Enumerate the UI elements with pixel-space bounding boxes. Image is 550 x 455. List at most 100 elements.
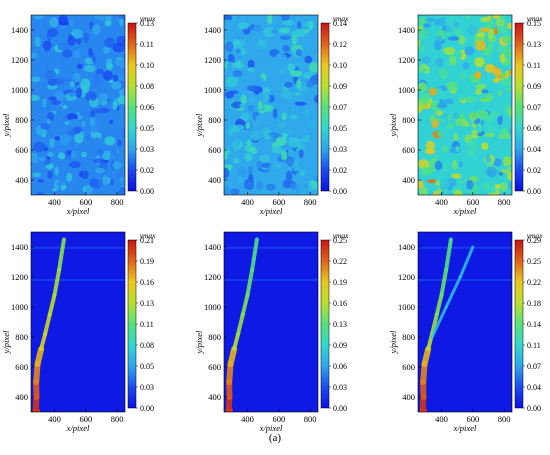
figure-caption: (a) (268, 432, 282, 444)
shear-band-segment (226, 361, 234, 385)
strain-spot (426, 179, 437, 184)
panel-2: 400 600 800 1000 1200 1400 400 600 800 x/pixel y/p… (194, 14, 349, 216)
strain-spot (79, 170, 84, 178)
strain-spot (443, 161, 448, 171)
colorbar-tick-label: 0.14 (333, 19, 347, 28)
x-axis-label: x/pixel (66, 423, 90, 433)
strain-spot (57, 42, 69, 51)
strain-spot (261, 162, 271, 168)
strain-spot (435, 110, 444, 116)
strain-spot (233, 157, 240, 164)
strain-spot (76, 63, 83, 70)
colorbar-tick-label: 0.09 (333, 82, 347, 91)
strain-spot (285, 170, 293, 181)
strain-spot (445, 60, 450, 71)
strain-spot (31, 76, 41, 83)
streak (224, 279, 318, 281)
x-tick-label: 400 (48, 414, 61, 424)
strain-spot (259, 154, 271, 163)
x-axis-label: x/pixel (453, 206, 477, 216)
strain-spot (275, 53, 288, 63)
y-axis-label: y/pixel (194, 330, 204, 354)
strain-spot (227, 61, 233, 71)
strain-spot (33, 141, 45, 153)
strain-spot (492, 78, 500, 83)
strain-spot (294, 61, 305, 68)
strain-spot (73, 49, 81, 59)
y-tick-label: 400 (15, 392, 28, 402)
strain-spot (421, 56, 432, 65)
strain-spot (418, 28, 429, 39)
strain-spot (434, 160, 443, 171)
strain-spot (439, 178, 450, 190)
strain-spot (487, 42, 493, 53)
strain-spot (85, 187, 93, 195)
strain-spot (451, 173, 462, 179)
x-axis-label: x/pixel (259, 206, 283, 216)
colorbar-tick-label: 0.04 (527, 383, 541, 392)
strain-spot (70, 150, 77, 159)
strain-spot (261, 127, 272, 138)
strain-spot (418, 39, 421, 47)
colorbar-tick-label: 0.11 (140, 320, 154, 329)
strain-spot (453, 22, 460, 27)
x-tick-label: 600 (79, 414, 92, 424)
streak (31, 246, 125, 249)
strain-spot (268, 132, 278, 137)
colorbar-tick-label: 0.10 (333, 61, 347, 70)
strain-spot (458, 161, 463, 168)
strain-field (418, 232, 512, 412)
strain-spot (90, 125, 100, 133)
strain-spot (228, 90, 239, 95)
colorbar-tick-label: 0.07 (333, 103, 347, 112)
strain-spot (476, 32, 486, 38)
strain-spot (486, 166, 497, 178)
strain-spot (93, 73, 106, 84)
panel-4: 400 600 800 1000 1200 1400 400 600 800 x/pixel y/p… (1, 231, 156, 433)
strain-spot (438, 17, 446, 26)
strain-spot (60, 116, 69, 121)
strain-spot (471, 129, 478, 139)
y-tick-label: 1200 (11, 272, 28, 282)
strain-spot (224, 153, 228, 160)
strain-spot (497, 90, 502, 97)
y-tick-label: 1000 (398, 85, 415, 95)
strain-spot (258, 39, 264, 45)
y-tick-label: 800 (15, 115, 28, 125)
strain-spot (49, 137, 55, 149)
strain-spot (295, 48, 303, 57)
y-tick-label: 1400 (204, 25, 221, 35)
plot-frame (30, 14, 126, 196)
colorbar-tick-label: 0.21 (140, 236, 154, 245)
x-tick-label: 800 (498, 197, 511, 207)
strain-spot (449, 15, 455, 21)
plot-frame (223, 14, 319, 196)
strain-spot (255, 180, 264, 191)
strain-spot (67, 35, 76, 46)
strain-spot (51, 100, 62, 105)
strain-spot (58, 15, 69, 26)
colorbar-tick-label: 0.00 (527, 404, 541, 413)
strain-spot (272, 108, 278, 119)
shear-band-segment (420, 361, 428, 385)
strain-spot (447, 113, 452, 122)
strain-spot (233, 140, 240, 152)
strain-spot (280, 15, 290, 21)
strain-spot (89, 93, 97, 101)
colorbar-tick-label: 0.03 (140, 383, 154, 392)
strain-spot (299, 191, 308, 195)
strain-spot (500, 128, 510, 140)
strain-spot (244, 152, 253, 162)
shear-band-segment (245, 267, 255, 297)
strain-spot (88, 47, 93, 56)
strain-spot (427, 63, 434, 68)
colorbar-tick-label: 0.03 (333, 145, 347, 154)
shear-band-segment (232, 332, 241, 351)
strain-spot (283, 81, 293, 88)
streak (418, 279, 512, 281)
strain-spot (83, 32, 90, 44)
strain-spot (90, 109, 96, 118)
strain-spot (84, 64, 96, 73)
y-axis-label: y/pixel (388, 113, 398, 137)
strain-spot (84, 57, 94, 65)
